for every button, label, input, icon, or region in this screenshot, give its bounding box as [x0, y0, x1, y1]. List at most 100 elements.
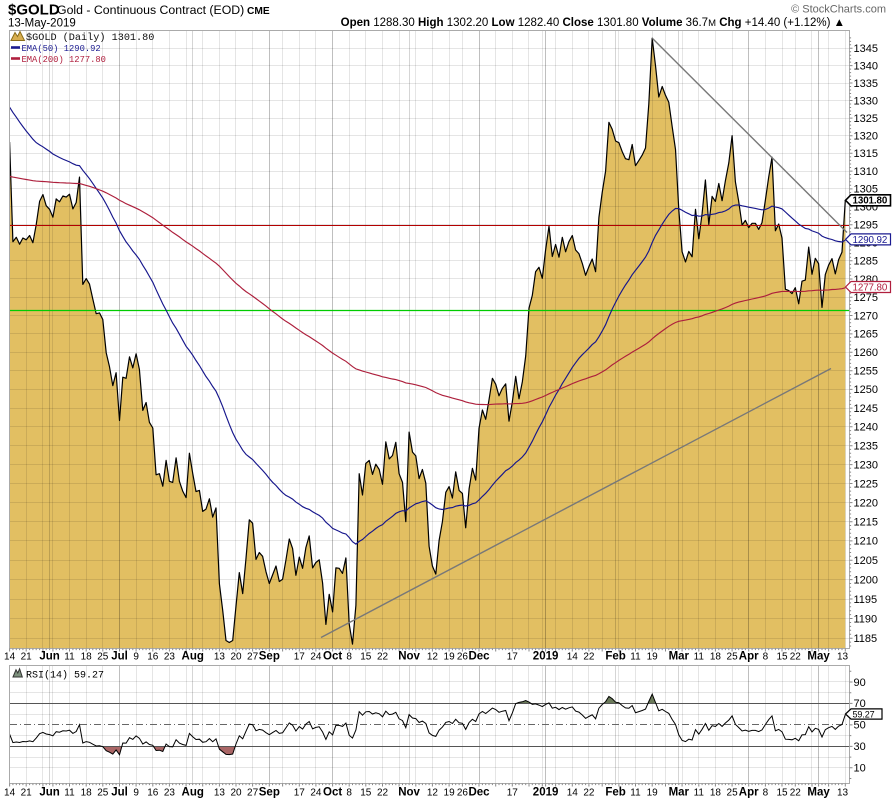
svg-text:18: 18 — [81, 652, 93, 663]
svg-text:Gold - Continuous Contract (EO: Gold - Continuous Contract (EOD) — [57, 3, 244, 17]
svg-text:25: 25 — [97, 788, 109, 799]
svg-text:Jul: Jul — [111, 787, 128, 799]
svg-text:19: 19 — [647, 652, 659, 663]
svg-text:1195: 1195 — [854, 594, 878, 606]
svg-text:11: 11 — [694, 788, 705, 799]
svg-text:19: 19 — [444, 652, 456, 663]
svg-text:Jun: Jun — [39, 651, 59, 663]
svg-text:15: 15 — [360, 652, 372, 663]
svg-text:1225: 1225 — [854, 478, 878, 490]
svg-text:1255: 1255 — [854, 366, 878, 378]
svg-text:11: 11 — [64, 788, 75, 799]
svg-text:1277.80: 1277.80 — [853, 282, 888, 293]
svg-text:13: 13 — [214, 652, 226, 663]
svg-text:Nov: Nov — [398, 651, 420, 663]
svg-text:1345: 1345 — [854, 43, 878, 55]
svg-text:59.27: 59.27 — [853, 709, 875, 719]
svg-text:26: 26 — [457, 652, 469, 663]
svg-text:22: 22 — [583, 652, 595, 663]
svg-text:14: 14 — [567, 788, 579, 799]
svg-text:11: 11 — [64, 652, 75, 663]
svg-text:22: 22 — [377, 652, 389, 663]
svg-text:Dec: Dec — [468, 787, 490, 799]
svg-text:1295: 1295 — [854, 220, 878, 232]
svg-text:1185: 1185 — [854, 633, 878, 645]
svg-text:Sep: Sep — [259, 787, 280, 799]
svg-text:1205: 1205 — [854, 555, 878, 567]
svg-text:11: 11 — [630, 652, 641, 663]
svg-text:13: 13 — [837, 788, 849, 799]
svg-text:22: 22 — [583, 788, 595, 799]
svg-text:9: 9 — [133, 788, 139, 799]
svg-text:25: 25 — [727, 788, 739, 799]
svg-text:$GOLD (Daily) 1301.80: $GOLD (Daily) 1301.80 — [26, 32, 154, 44]
svg-text:1235: 1235 — [854, 441, 878, 453]
svg-text:25: 25 — [727, 652, 739, 663]
svg-text:1305: 1305 — [854, 184, 878, 196]
svg-text:17: 17 — [294, 788, 306, 799]
svg-text:15: 15 — [360, 788, 372, 799]
svg-text:22: 22 — [790, 788, 802, 799]
svg-text:1265: 1265 — [854, 329, 878, 341]
svg-text:22: 22 — [790, 652, 802, 663]
svg-text:27: 27 — [247, 652, 259, 663]
svg-text:Nov: Nov — [398, 787, 420, 799]
svg-text:1330: 1330 — [854, 95, 878, 107]
svg-text:May: May — [807, 651, 830, 663]
svg-text:Dec: Dec — [468, 651, 490, 663]
svg-text:8: 8 — [346, 652, 352, 663]
svg-text:CME: CME — [247, 6, 270, 17]
svg-text:1310: 1310 — [854, 166, 878, 178]
svg-text:14: 14 — [4, 652, 16, 663]
svg-text:16: 16 — [147, 788, 159, 799]
svg-text:1290.92: 1290.92 — [853, 235, 888, 246]
svg-text:11: 11 — [630, 788, 641, 799]
svg-text:1315: 1315 — [854, 148, 878, 160]
svg-text:20: 20 — [230, 652, 242, 663]
svg-text:2019: 2019 — [533, 651, 559, 663]
svg-text:16: 16 — [147, 652, 159, 663]
svg-text:8: 8 — [763, 652, 769, 663]
svg-text:23: 23 — [164, 652, 176, 663]
svg-text:20: 20 — [230, 788, 242, 799]
svg-text:23: 23 — [164, 788, 176, 799]
svg-text:Feb: Feb — [605, 787, 625, 799]
svg-text:RSI(14) 59.27: RSI(14) 59.27 — [26, 670, 104, 682]
svg-text:1220: 1220 — [854, 497, 878, 509]
svg-text:1301.80: 1301.80 — [853, 196, 888, 207]
svg-text:24: 24 — [310, 788, 322, 799]
svg-text:13-May-2019: 13-May-2019 — [8, 18, 76, 30]
svg-text:15: 15 — [776, 652, 788, 663]
svg-text:18: 18 — [710, 788, 722, 799]
svg-text:Aug: Aug — [182, 651, 204, 663]
svg-text:Feb: Feb — [605, 651, 625, 663]
svg-text:1245: 1245 — [854, 403, 878, 415]
svg-text:17: 17 — [507, 652, 519, 663]
svg-text:1260: 1260 — [854, 347, 878, 359]
svg-text:10: 10 — [854, 763, 866, 775]
svg-text:18: 18 — [81, 788, 93, 799]
svg-text:Apr: Apr — [739, 787, 759, 799]
svg-text:11: 11 — [694, 652, 705, 663]
svg-text:EMA(200) 1277.80: EMA(200) 1277.80 — [22, 55, 106, 65]
svg-text:18: 18 — [710, 652, 722, 663]
svg-text:19: 19 — [444, 788, 456, 799]
svg-text:Jun: Jun — [39, 787, 59, 799]
svg-text:21: 21 — [21, 652, 33, 663]
svg-text:17: 17 — [507, 788, 519, 799]
svg-text:8: 8 — [763, 788, 769, 799]
svg-text:15: 15 — [776, 788, 788, 799]
svg-text:17: 17 — [294, 652, 306, 663]
svg-text:© StockCharts.com: © StockCharts.com — [791, 4, 886, 16]
svg-text:1230: 1230 — [854, 459, 878, 471]
svg-text:70: 70 — [854, 698, 866, 710]
svg-text:12: 12 — [427, 652, 439, 663]
svg-text:1210: 1210 — [854, 536, 878, 548]
svg-text:22: 22 — [377, 788, 389, 799]
svg-text:Apr: Apr — [739, 651, 759, 663]
svg-text:9: 9 — [133, 652, 139, 663]
svg-text:Jul: Jul — [111, 651, 128, 663]
svg-text:1200: 1200 — [854, 574, 878, 586]
svg-text:50: 50 — [854, 720, 866, 732]
svg-text:14: 14 — [567, 652, 579, 663]
